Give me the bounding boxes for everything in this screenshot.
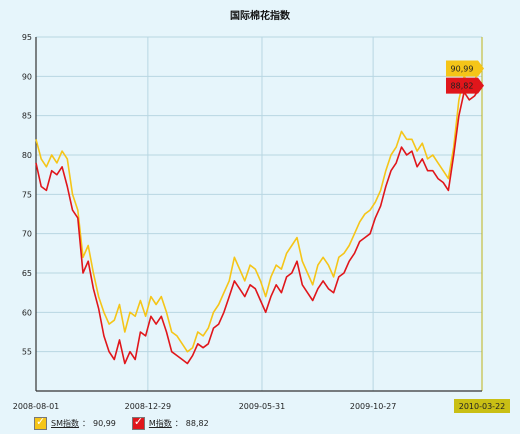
legend-item-sm[interactable]: ✓ SM指数 ： 90,99 (34, 415, 116, 430)
legend-value-sm: 90,99 (92, 419, 116, 428)
x-tick-label: 2010-03-22 (459, 402, 506, 411)
legend-sep: ： (174, 419, 183, 428)
checkbox-m[interactable]: ✓ (131, 415, 145, 430)
y-tick-label: 95 (22, 33, 32, 42)
y-tick-label: 80 (22, 151, 32, 160)
series-line-m (35, 85, 483, 365)
x-tick-label: 2008-12-29 (125, 402, 172, 411)
grid-lines (35, 36, 483, 391)
legend-label-sm[interactable]: SM指数 (51, 419, 79, 428)
plot-area (36, 37, 482, 391)
legend-label-m[interactable]: M指数 (148, 419, 172, 428)
series-line-sm (35, 67, 482, 353)
end-label-bg (446, 60, 484, 77)
chart-title: 国际棉花指数 (230, 9, 291, 22)
y-axis: 55 60 65 70 75 80 85 90 95 (22, 33, 37, 391)
check-icon: ✓ (133, 415, 144, 428)
legend-item-m[interactable]: ✓ M指数 ： 88,82 (131, 415, 209, 430)
end-label-sm: 90,99 (446, 60, 484, 77)
y-tick-label: 55 (22, 348, 32, 357)
end-labels: 90,99 88,82 (446, 60, 484, 94)
y-tick-label: 60 (22, 308, 32, 317)
x-tick-label: 2008-08-01 (13, 402, 60, 411)
y-tick-label: 90 (22, 72, 32, 81)
check-icon: ✓ (36, 415, 46, 428)
y-tick-label: 85 (22, 112, 32, 121)
x-tick-tag (454, 399, 510, 413)
x-tick-label: 2009-10-27 (350, 402, 397, 411)
x-tick-label: 2009-05-31 (239, 402, 286, 411)
legend-sep: ： (81, 419, 90, 428)
legend: ✓ SM指数 ： 90,99 ✓ M指数 ： 88,82 (34, 415, 225, 430)
checkbox-sm[interactable]: ✓ (34, 415, 47, 430)
y-tick-label: 65 (22, 269, 32, 278)
x-axis: 2008-08-01 2008-12-29 2009-05-31 2009-10-27… (13, 390, 510, 413)
end-label-m: 88,82 (446, 77, 484, 94)
end-label-bg (446, 77, 484, 94)
series-lines (35, 67, 483, 365)
legend-value-m: 88,82 (185, 419, 209, 428)
y-tick-label: 70 (22, 230, 32, 239)
y-tick-label: 75 (22, 190, 32, 199)
end-label-text: 88,82 (451, 82, 474, 91)
end-label-text: 90,99 (451, 65, 474, 74)
